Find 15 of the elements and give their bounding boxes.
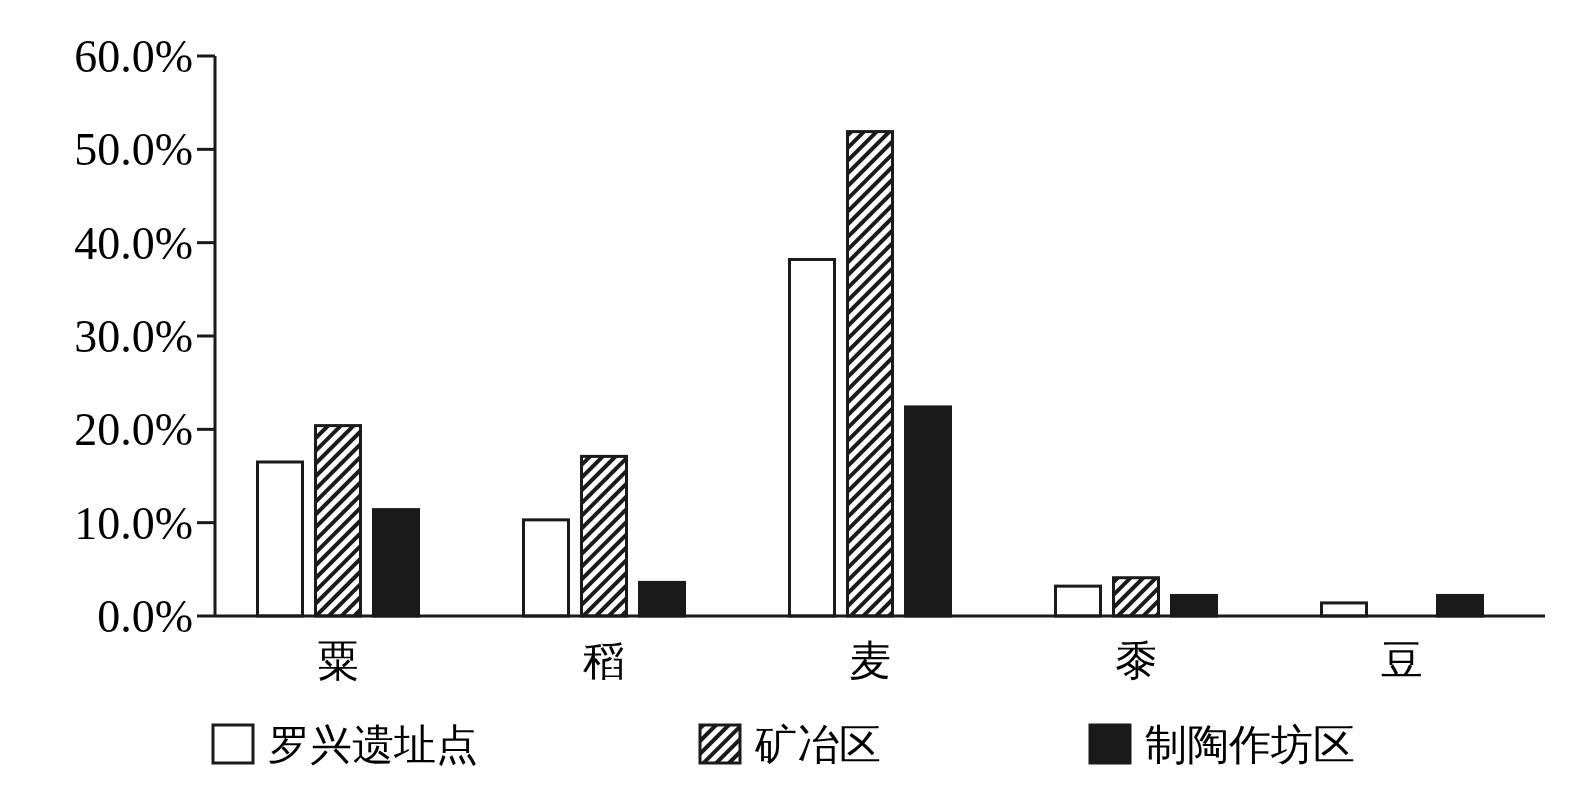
y-tick-label: 50.0% [74,124,193,176]
x-tick-label: 稻 [583,638,625,684]
legend-label: 矿冶区 [754,722,881,768]
x-tick-label: 麦 [849,638,891,684]
legend-label: 制陶作坊区 [1145,722,1355,768]
x-tick-label: 粟 [317,638,359,684]
x-tick-label: 黍 [1115,638,1157,684]
y-tick-label: 20.0% [74,404,193,456]
y-tick-label: 60.0% [74,31,193,82]
y-tick-label: 40.0% [74,217,193,269]
x-tick-label: 豆 [1381,638,1423,684]
y-tick-label: 10.0% [74,497,193,549]
legend-label: 罗兴遗址点 [268,722,478,768]
y-tick-label: 30.0% [74,311,193,362]
y-tick-label: 0.0% [97,591,193,642]
